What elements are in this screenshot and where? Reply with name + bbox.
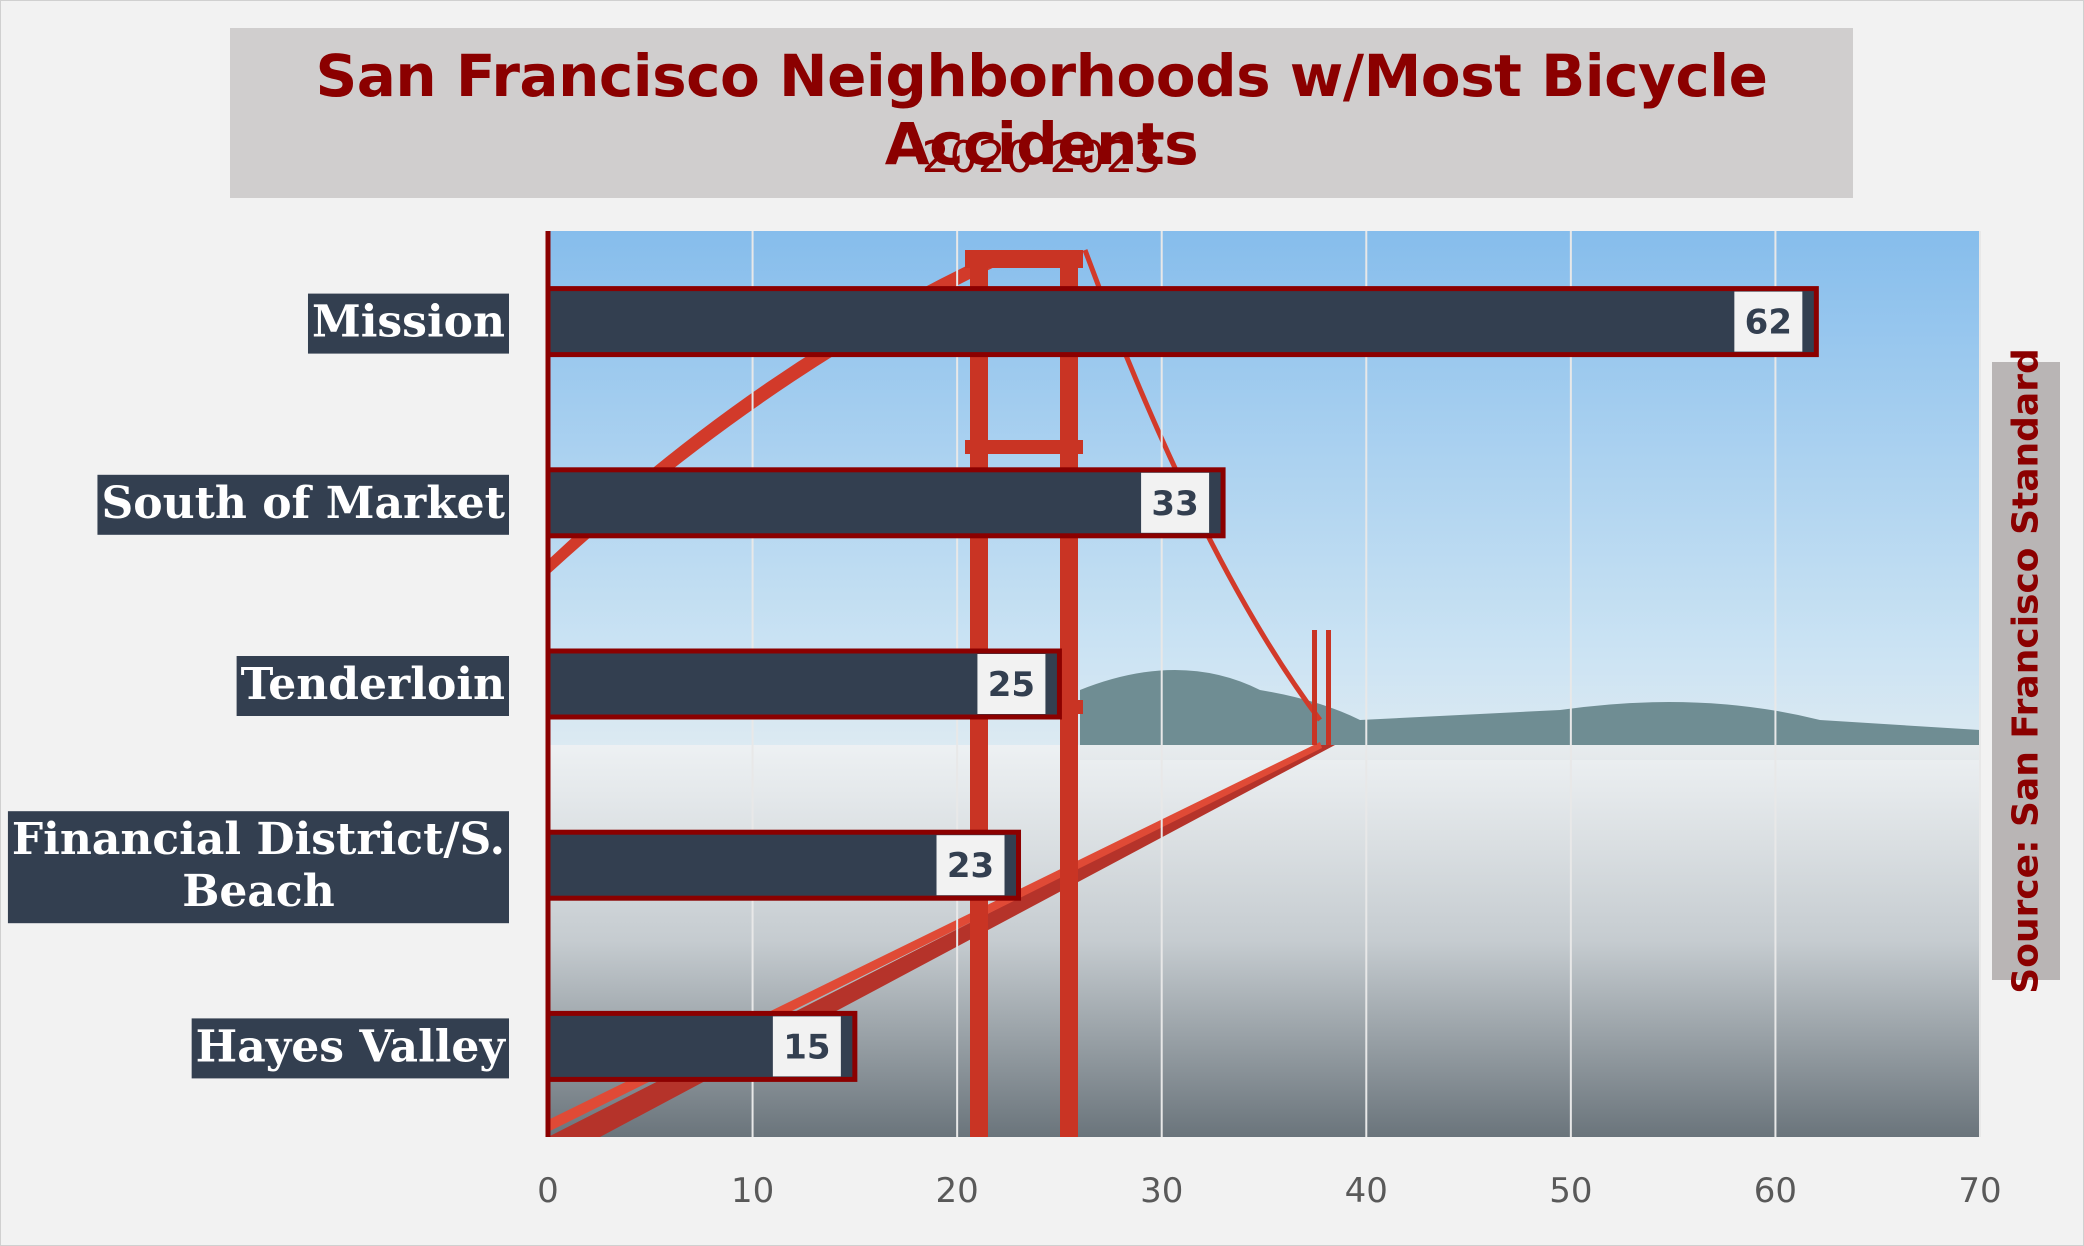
category-label: Financial District/S.Beach bbox=[7, 811, 509, 924]
source-box: Source: San Francisco Standard bbox=[1992, 348, 2060, 994]
x-tick-label: 30 bbox=[1140, 1171, 1183, 1211]
x-tick-label: 10 bbox=[731, 1171, 774, 1211]
category-label-text: Financial District/S. bbox=[12, 814, 505, 865]
bar bbox=[545, 467, 1226, 539]
category-label-bg bbox=[307, 293, 509, 354]
category-label-bg bbox=[191, 1018, 509, 1079]
value-label: 62 bbox=[1745, 303, 1792, 343]
x-tick-label: 50 bbox=[1549, 1171, 1592, 1211]
chart-title: San Francisco Neighborhoods w/Most Bicyc… bbox=[315, 42, 1768, 178]
value-label-box bbox=[977, 654, 1046, 714]
golden-gate-bridge-photo bbox=[548, 231, 1980, 1137]
category-label: Hayes Valley bbox=[191, 1018, 509, 1079]
value-label: 23 bbox=[947, 846, 994, 886]
category-label-text: South of Market bbox=[101, 478, 505, 529]
value-label-box bbox=[1141, 472, 1210, 533]
category-label-text: Beach bbox=[182, 866, 334, 917]
category-label-bg bbox=[97, 474, 509, 535]
title-box: San Francisco Neighborhoods w/Most Bicyc… bbox=[230, 28, 1853, 198]
category-label-bg bbox=[236, 656, 509, 716]
x-tick-label: 60 bbox=[1754, 1171, 1797, 1211]
category-label: Mission bbox=[307, 293, 509, 354]
x-tick-label: 40 bbox=[1345, 1171, 1388, 1211]
category-label-text: Hayes Valley bbox=[196, 1021, 507, 1072]
bar bbox=[545, 286, 1819, 358]
x-tick-label: 70 bbox=[1958, 1171, 2001, 1211]
category-label-text: Tenderloin bbox=[241, 659, 505, 710]
x-tick-label: 0 bbox=[537, 1171, 559, 1211]
value-label-box bbox=[772, 1016, 841, 1077]
category-label: Tenderloin bbox=[236, 656, 509, 716]
category-label: South of Market bbox=[97, 474, 509, 535]
x-tick-label: 20 bbox=[936, 1171, 979, 1211]
chart-subtitle: 2020-2023 bbox=[921, 132, 1162, 183]
value-label-box bbox=[1734, 291, 1803, 352]
bar bbox=[545, 648, 1062, 720]
category-label-bg bbox=[7, 811, 509, 924]
category-label-text: Mission bbox=[312, 297, 505, 348]
value-label: 15 bbox=[783, 1027, 830, 1067]
value-label: 25 bbox=[988, 665, 1035, 705]
value-label-box bbox=[936, 835, 1005, 896]
value-label: 33 bbox=[1151, 484, 1198, 524]
